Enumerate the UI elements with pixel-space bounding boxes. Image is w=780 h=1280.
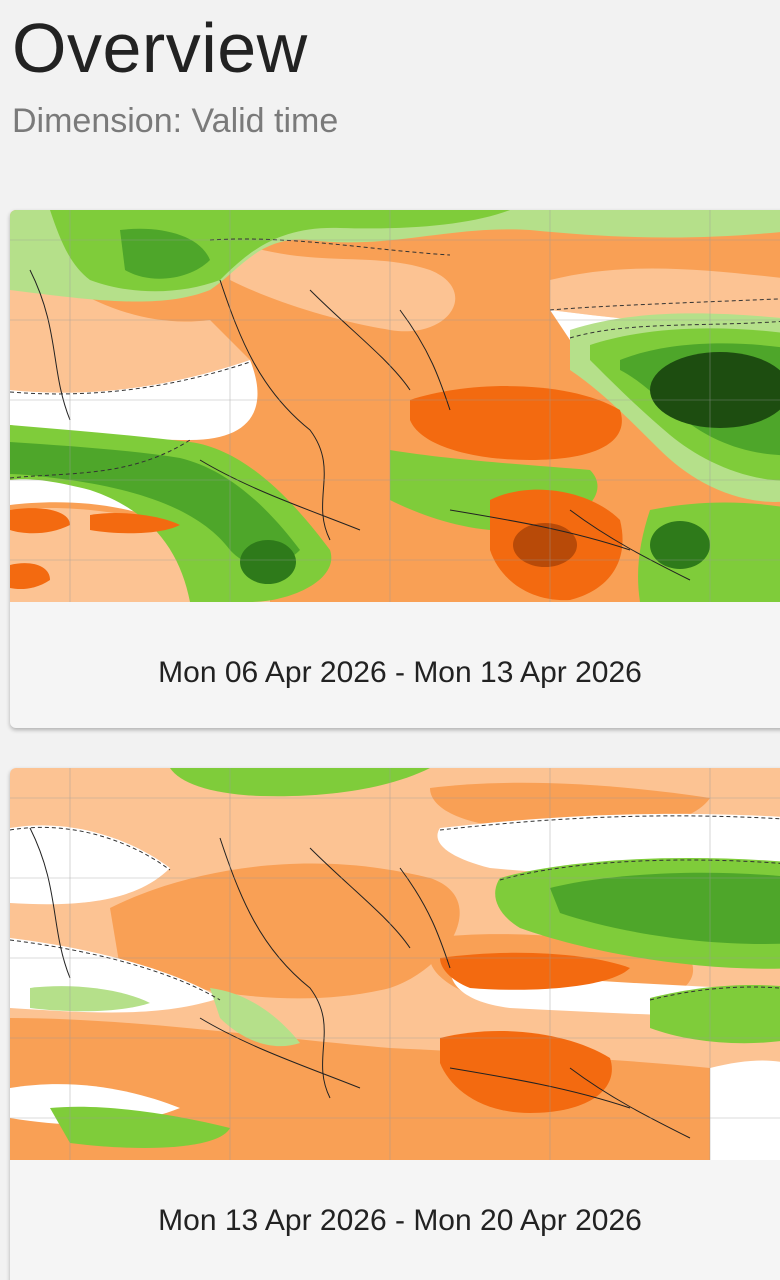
forecast-card-week-1[interactable]: Mon 06 Apr 2026 - Mon 13 Apr 2026 (10, 210, 780, 728)
forecast-card-week-2[interactable]: Mon 13 Apr 2026 - Mon 20 Apr 2026 (10, 768, 780, 1280)
anomaly-map-week-1[interactable] (10, 210, 780, 602)
page-title: Overview (12, 9, 308, 87)
date-range-label: Mon 06 Apr 2026 - Mon 13 Apr 2026 (158, 656, 642, 689)
date-range-label: Mon 13 Apr 2026 - Mon 20 Apr 2026 (158, 1204, 642, 1237)
anomaly-map-week-2[interactable] (10, 768, 780, 1160)
dimension-subtitle: Dimension: Valid time (12, 102, 339, 140)
